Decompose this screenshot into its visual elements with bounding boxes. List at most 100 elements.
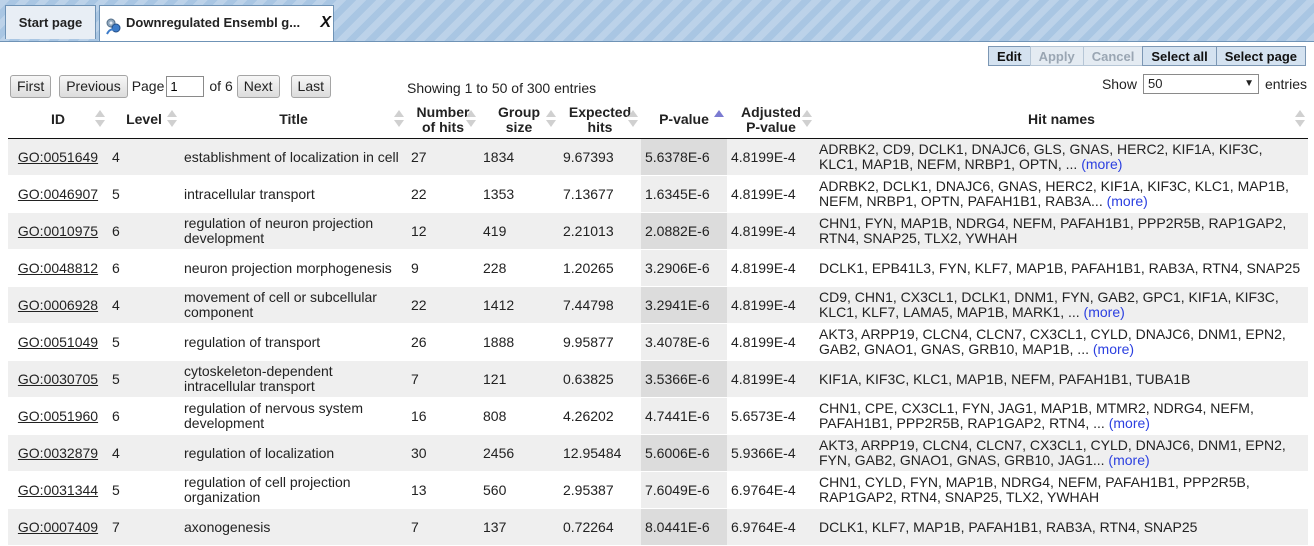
title-cell: regulation of localization [180,434,407,472]
p-value-cell: 7.6049E-6 [641,471,727,509]
first-page-button[interactable]: First [10,74,52,98]
more-link[interactable]: (more) [1092,341,1135,357]
table-row[interactable]: GO:0030705 5 cytoskeleton-dependent intrac… [8,360,1308,398]
column-header-p-value[interactable]: P-value [641,101,727,139]
table-row[interactable]: GO:0031344 5 regulation of cell projection… [8,471,1308,509]
page-size-value: 50 [1147,76,1163,91]
table-row[interactable]: GO:0032879 4 regulation of localization 30 2… [8,434,1308,472]
column-header-expected-hits[interactable]: Expected hits [559,101,641,139]
hit-names-cell: CHN1, CYLD, FYN, MAP1B, NDRG4, NEFM, PAF… [815,471,1308,509]
apply-button[interactable]: Apply [1029,46,1084,66]
next-page-button[interactable]: Next [236,74,280,98]
go-id-link[interactable]: GO:0051649 [17,148,99,165]
hit-names-text: CHN1, CPE, CX3CL1, FYN, JAG1, MAP1B, MTM… [819,400,1254,431]
group-size-cell: 1412 [479,286,559,324]
page-count-label: of 6 [209,78,233,94]
column-header-hit-names[interactable]: Hit names [815,101,1308,139]
go-id-link[interactable]: GO:0007409 [17,518,99,535]
adjusted-p-value-cell: 4.8199E-4 [727,323,815,361]
sort-icon [546,110,556,130]
entries-info: Showing 1 to 50 of 300 entries [407,80,597,96]
select-all-button[interactable]: Select all [1142,46,1217,66]
tab-downregulated-ensembl[interactable]: Downregulated Ensembl g... X [99,5,334,41]
number-of-hits-cell: 26 [407,323,479,361]
page-size-select[interactable]: 50 ▼ [1142,74,1259,94]
adjusted-p-value-cell: 6.9764E-4 [727,471,815,509]
level-cell: 5 [108,323,180,361]
sort-ascending-icon [714,110,724,130]
go-id-cell: GO:0032879 [8,434,108,472]
table-row[interactable]: GO:0051649 4 establishment of localization… [8,138,1308,176]
adjusted-p-value-cell: 6.9764E-4 [727,508,815,545]
adjusted-p-value-cell: 5.6573E-4 [727,397,815,435]
group-size-cell: 1353 [479,175,559,213]
column-header-id[interactable]: ID [8,101,108,139]
go-id-cell: GO:0006928 [8,286,108,324]
last-page-button[interactable]: Last [290,74,332,98]
column-header-adjusted-p-value[interactable]: Adjusted P-value [727,101,815,139]
adjusted-p-value-cell: 4.8199E-4 [727,212,815,250]
go-id-link[interactable]: GO:0010975 [17,222,99,239]
expected-hits-cell: 0.72264 [559,508,641,545]
more-link[interactable]: (more) [1083,304,1125,320]
p-value-cell: 3.2906E-6 [641,249,727,287]
table-row[interactable]: GO:0010975 6 regulation of neuron projecti… [8,212,1308,250]
number-of-hits-cell: 12 [407,212,479,250]
table-row[interactable]: GO:0046907 5 intracellular transport 22 1353… [8,175,1308,213]
adjusted-p-value-cell: 4.8199E-4 [727,360,815,398]
go-id-cell: GO:0051649 [8,138,108,176]
p-value-cell: 3.4078E-6 [641,323,727,361]
go-id-cell: GO:0030705 [8,360,108,398]
adjusted-p-value-cell: 4.8199E-4 [727,175,815,213]
go-id-cell: GO:0051049 [8,323,108,361]
hit-names-cell: ADRBK2, CD9, DCLK1, DNAJC6, GLS, GNAS, H… [815,138,1308,176]
entries-label: entries [1264,76,1307,92]
hit-names-text: CHN1, CYLD, FYN, MAP1B, NDRG4, NEFM, PAF… [819,474,1250,505]
go-id-link[interactable]: GO:0030705 [17,370,99,387]
hit-names-cell: KIF1A, KIF3C, KLC1, MAP1B, NEFM, PAFAH1B… [815,360,1308,398]
more-link[interactable]: (more) [1108,415,1150,431]
title-cell: intracellular transport [180,175,407,213]
title-cell: neuron projection morphogenesis [180,249,407,287]
more-link[interactable]: (more) [1081,156,1123,172]
table-row[interactable]: GO:0048812 6 neuron projection morphogenes… [8,249,1308,287]
column-header-level[interactable]: Level [108,101,180,139]
expected-hits-cell: 4.26202 [559,397,641,435]
more-link[interactable]: (more) [1108,452,1150,468]
go-id-link[interactable]: GO:0031344 [17,481,99,498]
tab-start-page[interactable]: Start page [5,5,96,39]
go-id-link[interactable]: GO:0046907 [17,185,99,202]
level-cell: 7 [108,508,180,545]
table-row[interactable]: GO:0007409 7 axonogenesis 7 137 0.72264 8.0441… [8,508,1308,545]
tab-downregulated-ensembl-label: Downregulated Ensembl g... [126,15,301,30]
go-id-link[interactable]: GO:0048812 [17,259,99,276]
previous-page-button[interactable]: Previous [59,74,128,98]
table-row[interactable]: GO:0051049 5 regulation of transport 26 1888… [8,323,1308,361]
expected-hits-cell: 0.63825 [559,360,641,398]
page-number-input[interactable] [166,75,205,97]
selection-toolbar: Edit Apply Cancel Select all Select page [988,46,1306,66]
cancel-button[interactable]: Cancel [1082,46,1144,66]
title-cell: axonogenesis [180,508,407,545]
group-size-cell: 1888 [479,323,559,361]
go-id-link[interactable]: GO:0006928 [17,296,99,313]
select-page-button[interactable]: Select page [1215,46,1306,66]
level-cell: 6 [108,212,180,250]
column-header-group-size[interactable]: Group size [479,101,559,139]
close-tab-icon[interactable]: X [320,14,331,31]
adjusted-p-value-cell: 5.9366E-4 [727,434,815,472]
go-id-link[interactable]: GO:0051049 [17,333,99,350]
sort-icon [1295,110,1305,130]
column-header-number-of-hits[interactable]: Number of hits [407,101,479,139]
hit-names-text: CHN1, FYN, MAP1B, NDRG4, NEFM, PAFAH1B1,… [819,215,1287,246]
level-cell: 4 [108,286,180,324]
go-id-link[interactable]: GO:0051960 [17,407,99,424]
more-link[interactable]: (more) [1106,193,1148,209]
column-header-title[interactable]: Title [180,101,407,139]
go-id-link[interactable]: GO:0032879 [17,444,99,461]
hit-names-text: ADRBK2, DCLK1, DNAJC6, GNAS, HERC2, KIF1… [819,178,1289,209]
edit-button[interactable]: Edit [988,46,1031,66]
page-size-control: Show 50 ▼ entries [1102,74,1307,94]
table-row[interactable]: GO:0006928 4 movement of cell or subcellul… [8,286,1308,324]
table-row[interactable]: GO:0051960 6 regulation of nervous system … [8,397,1308,435]
